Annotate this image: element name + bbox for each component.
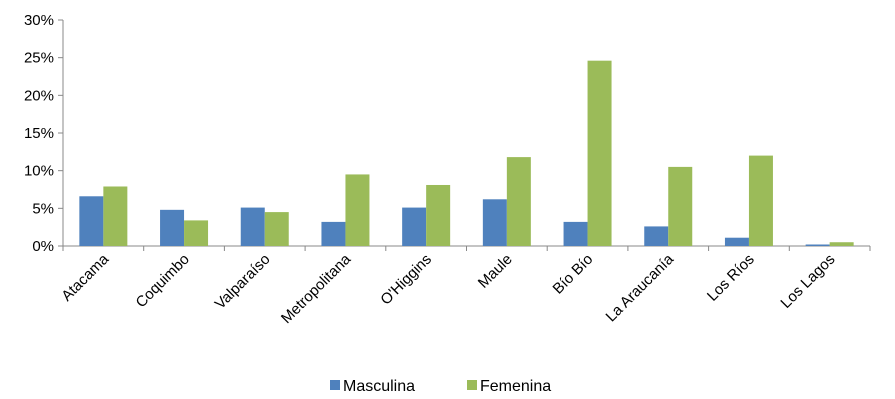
y-tick-label: 30% <box>24 12 54 29</box>
bar-masculina-8 <box>724 237 749 246</box>
bar-femenina-1 <box>184 220 209 246</box>
bar-masculina-1 <box>160 209 185 246</box>
x-tick-labels: Atacama Coquimbo Valparaíso Metropolitana O'… <box>58 250 838 327</box>
bar-masculina-3 <box>321 221 346 246</box>
bar-masculina-4 <box>402 207 427 246</box>
x-category-label: Bío Bío <box>550 251 597 298</box>
bar-femenina-7 <box>668 166 693 246</box>
x-category-label: Maule <box>475 251 516 292</box>
x-category-label: La Araucanía <box>603 250 678 325</box>
bar-femenina-9 <box>829 242 854 246</box>
y-tick-label: 5% <box>32 200 54 217</box>
x-category-label: Los Ríos <box>704 251 758 305</box>
bar-masculina-2 <box>240 207 265 246</box>
legend-swatch-femenina <box>467 380 477 390</box>
bar-femenina-8 <box>748 155 773 246</box>
bar-masculina-9 <box>805 244 830 246</box>
x-category-label: Atacama <box>58 250 112 304</box>
y-tick-labels: 0% 5% 10% 15% 20% 25% 30% <box>24 12 54 255</box>
y-tick-label: 10% <box>24 163 54 180</box>
legend-label-femenina: Femenina <box>480 378 551 395</box>
bar-masculina-7 <box>644 226 669 246</box>
x-category-label: Metropolitana <box>278 250 355 327</box>
x-category-label: Coquimbo <box>133 251 193 311</box>
x-category-label: Valparaíso <box>212 251 274 313</box>
bar-femenina-3 <box>345 174 370 246</box>
x-category-label: O'Higgins <box>377 251 435 309</box>
legend: Masculina Femenina <box>330 378 551 395</box>
bar-masculina-6 <box>563 221 588 246</box>
x-category-label: Los Lagos <box>778 251 839 312</box>
bar-masculina-0 <box>79 196 104 246</box>
y-tick-label: 15% <box>24 125 54 142</box>
y-tick-label: 0% <box>32 238 54 255</box>
y-tick-label: 25% <box>24 50 54 67</box>
bar-masculina-5 <box>482 199 507 246</box>
legend-label-masculina: Masculina <box>343 378 415 395</box>
bar-femenina-4 <box>426 184 451 246</box>
y-tick-label: 20% <box>24 87 54 104</box>
bars <box>79 60 854 247</box>
bar-femenina-0 <box>103 186 128 246</box>
bar-femenina-2 <box>264 212 289 246</box>
bar-femenina-5 <box>506 157 531 246</box>
legend-swatch-masculina <box>330 380 340 390</box>
bar-femenina-6 <box>587 60 612 247</box>
